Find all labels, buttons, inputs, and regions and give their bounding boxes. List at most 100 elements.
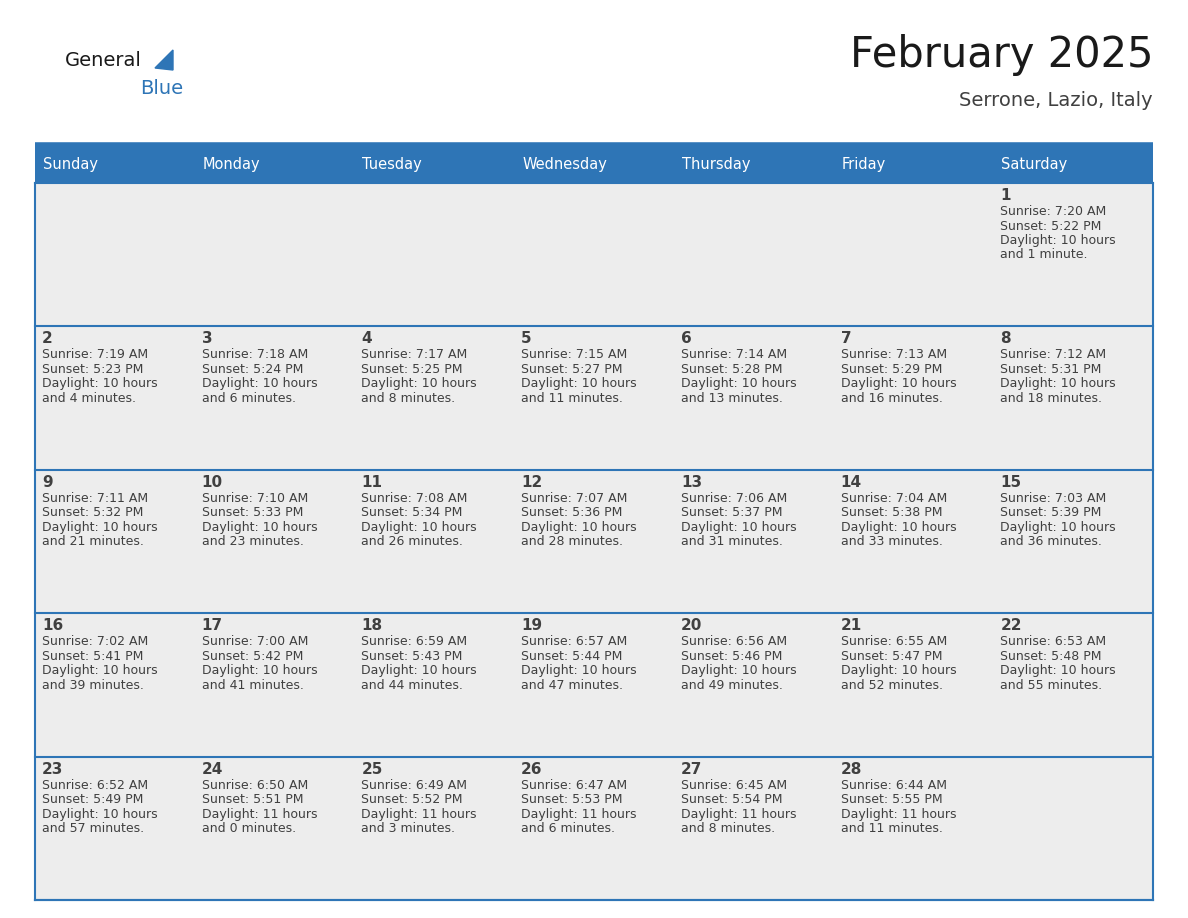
Text: and 6 minutes.: and 6 minutes.	[202, 392, 296, 405]
Text: Sunrise: 7:19 AM: Sunrise: 7:19 AM	[42, 349, 148, 362]
Text: Sunrise: 7:20 AM: Sunrise: 7:20 AM	[1000, 205, 1106, 218]
Text: Sunset: 5:44 PM: Sunset: 5:44 PM	[522, 650, 623, 663]
Text: Daylight: 10 hours: Daylight: 10 hours	[42, 521, 158, 533]
Text: Friday: Friday	[841, 158, 886, 173]
Text: and 11 minutes.: and 11 minutes.	[522, 392, 623, 405]
Text: Sunset: 5:54 PM: Sunset: 5:54 PM	[681, 793, 783, 806]
Text: 23: 23	[42, 762, 63, 777]
Bar	[514, 613, 674, 756]
Text: 7: 7	[841, 331, 851, 346]
Text: and 36 minutes.: and 36 minutes.	[1000, 535, 1102, 548]
Bar	[34, 470, 195, 613]
Text: Daylight: 10 hours: Daylight: 10 hours	[361, 521, 478, 533]
Text: Daylight: 11 hours: Daylight: 11 hours	[522, 808, 637, 821]
Text: and 4 minutes.: and 4 minutes.	[42, 392, 135, 405]
Text: Sunrise: 7:06 AM: Sunrise: 7:06 AM	[681, 492, 788, 505]
Text: Blue: Blue	[140, 79, 183, 97]
Text: Daylight: 10 hours: Daylight: 10 hours	[681, 521, 796, 533]
Text: 19: 19	[522, 618, 542, 633]
Text: 27: 27	[681, 762, 702, 777]
Text: Sunrise: 7:08 AM: Sunrise: 7:08 AM	[361, 492, 468, 505]
Bar	[674, 470, 834, 613]
Text: Sunrise: 6:53 AM: Sunrise: 6:53 AM	[1000, 635, 1106, 648]
Text: 16: 16	[42, 618, 63, 633]
Text: Sunset: 5:22 PM: Sunset: 5:22 PM	[1000, 219, 1101, 232]
Text: Sunrise: 7:00 AM: Sunrise: 7:00 AM	[202, 635, 308, 648]
Text: 28: 28	[841, 762, 862, 777]
Text: Sunrise: 7:10 AM: Sunrise: 7:10 AM	[202, 492, 308, 505]
Text: and 41 minutes.: and 41 minutes.	[202, 678, 304, 691]
Text: Daylight: 11 hours: Daylight: 11 hours	[841, 808, 956, 821]
Bar	[514, 470, 674, 613]
Text: 6: 6	[681, 331, 691, 346]
Bar	[674, 756, 834, 900]
Text: Sunset: 5:32 PM: Sunset: 5:32 PM	[42, 507, 144, 520]
Text: and 23 minutes.: and 23 minutes.	[202, 535, 304, 548]
Text: 20: 20	[681, 618, 702, 633]
Text: Daylight: 10 hours: Daylight: 10 hours	[841, 377, 956, 390]
Text: Sunset: 5:28 PM: Sunset: 5:28 PM	[681, 363, 783, 375]
Text: 15: 15	[1000, 475, 1022, 490]
Text: and 33 minutes.: and 33 minutes.	[841, 535, 942, 548]
Text: Daylight: 10 hours: Daylight: 10 hours	[42, 665, 158, 677]
Text: 4: 4	[361, 331, 372, 346]
Text: Daylight: 10 hours: Daylight: 10 hours	[1000, 377, 1116, 390]
Text: Sunrise: 7:11 AM: Sunrise: 7:11 AM	[42, 492, 148, 505]
Text: Sunset: 5:24 PM: Sunset: 5:24 PM	[202, 363, 303, 375]
Text: Daylight: 10 hours: Daylight: 10 hours	[522, 521, 637, 533]
Text: Wednesday: Wednesday	[523, 158, 607, 173]
Text: and 47 minutes.: and 47 minutes.	[522, 678, 624, 691]
Text: Sunset: 5:52 PM: Sunset: 5:52 PM	[361, 793, 463, 806]
Text: Sunset: 5:36 PM: Sunset: 5:36 PM	[522, 507, 623, 520]
Text: Sunrise: 6:44 AM: Sunrise: 6:44 AM	[841, 778, 947, 791]
Text: Daylight: 10 hours: Daylight: 10 hours	[1000, 234, 1116, 247]
Bar	[993, 613, 1154, 756]
Text: Thursday: Thursday	[682, 158, 751, 173]
Text: 18: 18	[361, 618, 383, 633]
Text: Saturday: Saturday	[1001, 158, 1068, 173]
Text: 17: 17	[202, 618, 223, 633]
Text: Sunset: 5:42 PM: Sunset: 5:42 PM	[202, 650, 303, 663]
Polygon shape	[154, 50, 173, 70]
Bar	[354, 756, 514, 900]
Text: Sunset: 5:23 PM: Sunset: 5:23 PM	[42, 363, 144, 375]
Text: Daylight: 11 hours: Daylight: 11 hours	[202, 808, 317, 821]
Text: and 28 minutes.: and 28 minutes.	[522, 535, 624, 548]
Text: and 18 minutes.: and 18 minutes.	[1000, 392, 1102, 405]
Bar	[34, 183, 195, 327]
Text: and 8 minutes.: and 8 minutes.	[361, 392, 455, 405]
Bar	[834, 613, 993, 756]
Bar	[195, 470, 354, 613]
Text: Daylight: 10 hours: Daylight: 10 hours	[1000, 521, 1116, 533]
Text: Sunset: 5:46 PM: Sunset: 5:46 PM	[681, 650, 782, 663]
Text: General: General	[65, 50, 141, 70]
Text: Sunrise: 6:59 AM: Sunrise: 6:59 AM	[361, 635, 468, 648]
Text: Daylight: 11 hours: Daylight: 11 hours	[681, 808, 796, 821]
Text: 11: 11	[361, 475, 383, 490]
Bar	[195, 183, 354, 327]
Text: Sunrise: 6:55 AM: Sunrise: 6:55 AM	[841, 635, 947, 648]
Text: Daylight: 10 hours: Daylight: 10 hours	[681, 665, 796, 677]
Text: Sunrise: 6:50 AM: Sunrise: 6:50 AM	[202, 778, 308, 791]
Bar	[674, 183, 834, 327]
Bar	[514, 756, 674, 900]
Text: Daylight: 11 hours: Daylight: 11 hours	[361, 808, 476, 821]
Bar	[834, 327, 993, 470]
Text: and 57 minutes.: and 57 minutes.	[42, 823, 144, 835]
Text: Sunrise: 7:17 AM: Sunrise: 7:17 AM	[361, 349, 468, 362]
Bar	[354, 183, 514, 327]
Text: Sunset: 5:51 PM: Sunset: 5:51 PM	[202, 793, 303, 806]
Bar	[993, 756, 1154, 900]
Text: Sunrise: 6:47 AM: Sunrise: 6:47 AM	[522, 778, 627, 791]
Text: Sunset: 5:43 PM: Sunset: 5:43 PM	[361, 650, 463, 663]
Bar	[834, 470, 993, 613]
Text: Tuesday: Tuesday	[362, 158, 422, 173]
Text: and 26 minutes.: and 26 minutes.	[361, 535, 463, 548]
Text: Sunrise: 7:03 AM: Sunrise: 7:03 AM	[1000, 492, 1106, 505]
Text: and 44 minutes.: and 44 minutes.	[361, 678, 463, 691]
Text: 13: 13	[681, 475, 702, 490]
Text: 5: 5	[522, 331, 532, 346]
Text: 25: 25	[361, 762, 383, 777]
Bar	[993, 470, 1154, 613]
Text: Daylight: 10 hours: Daylight: 10 hours	[361, 665, 478, 677]
